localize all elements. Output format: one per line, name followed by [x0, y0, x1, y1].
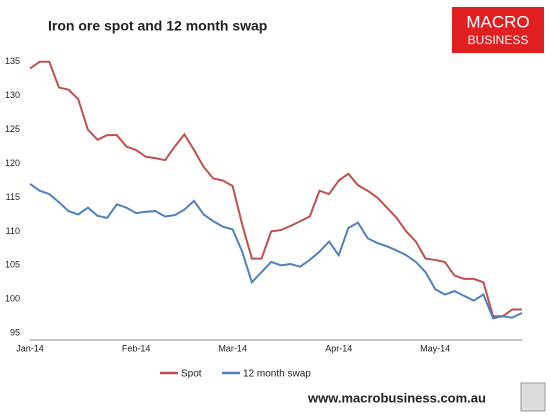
logo-text: BUSINESS: [468, 33, 529, 47]
y-tick-label: 125: [5, 124, 20, 134]
y-tick-label: 110: [6, 226, 20, 236]
wolf-icon: [520, 382, 546, 412]
footer: www.macrobusiness.com.au: [307, 390, 486, 405]
y-tick-label: 115: [6, 192, 20, 202]
logo-text: MACRO: [466, 12, 529, 31]
y-tick-label: 95: [10, 328, 20, 338]
line-series: [29, 183, 523, 320]
chart-title: Iron ore spot and 12 month swap: [48, 18, 267, 34]
y-tick-label: 120: [5, 158, 20, 168]
y-tick-label: 105: [5, 260, 20, 270]
line-series: [29, 60, 522, 318]
x-tick-label: Feb-14: [122, 343, 151, 353]
y-tick-label: 135: [5, 56, 20, 66]
y-tick-label: 130: [5, 90, 20, 100]
x-tick-label: Jan-14: [16, 343, 44, 353]
x-tick-label: Mar-14: [218, 343, 247, 353]
x-tick-label: May-14: [420, 343, 450, 353]
y-tick-label: 100: [5, 294, 20, 304]
x-tick-label: Apr-14: [325, 343, 352, 353]
logo-box: [452, 7, 544, 53]
legend-label: Spot: [181, 369, 202, 380]
legend-label: 12 month swap: [243, 369, 311, 380]
